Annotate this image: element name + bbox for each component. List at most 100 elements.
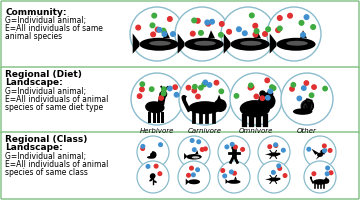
Ellipse shape — [317, 153, 323, 157]
Circle shape — [278, 26, 282, 31]
Circle shape — [304, 136, 336, 168]
Circle shape — [199, 86, 203, 90]
Text: Regional (Class): Regional (Class) — [5, 135, 87, 144]
Circle shape — [167, 17, 172, 21]
Circle shape — [156, 27, 160, 32]
Ellipse shape — [286, 41, 308, 46]
Text: E=All individuals of animal: E=All individuals of animal — [5, 95, 108, 104]
Circle shape — [324, 178, 329, 184]
Circle shape — [149, 87, 154, 91]
Polygon shape — [254, 30, 261, 38]
Polygon shape — [316, 156, 321, 160]
Circle shape — [140, 87, 144, 92]
Text: animal species: animal species — [5, 32, 62, 41]
Polygon shape — [133, 33, 139, 54]
Text: G=Individual animal;: G=Individual animal; — [5, 152, 86, 161]
Circle shape — [270, 85, 274, 89]
Circle shape — [196, 94, 200, 99]
Ellipse shape — [276, 153, 280, 155]
Polygon shape — [184, 153, 188, 160]
Polygon shape — [217, 95, 221, 100]
Circle shape — [154, 164, 158, 168]
Polygon shape — [195, 150, 198, 154]
Circle shape — [223, 174, 226, 178]
Polygon shape — [270, 33, 276, 54]
Circle shape — [162, 32, 167, 36]
Circle shape — [304, 161, 336, 193]
Circle shape — [283, 174, 287, 177]
Circle shape — [276, 28, 280, 32]
Circle shape — [266, 96, 270, 100]
Circle shape — [146, 165, 150, 168]
Circle shape — [202, 82, 206, 87]
Circle shape — [168, 86, 172, 91]
Text: E=All individuals of same: E=All individuals of same — [5, 24, 103, 33]
Text: Community:: Community: — [5, 8, 67, 17]
Text: species of same class: species of same class — [5, 168, 88, 177]
Circle shape — [301, 33, 305, 37]
Circle shape — [234, 94, 239, 98]
Circle shape — [249, 13, 254, 18]
Circle shape — [259, 90, 266, 97]
Circle shape — [248, 85, 253, 90]
Circle shape — [207, 83, 212, 87]
Circle shape — [175, 7, 229, 61]
Circle shape — [309, 93, 314, 97]
Circle shape — [159, 143, 162, 146]
Circle shape — [312, 85, 316, 89]
Circle shape — [307, 147, 311, 151]
Circle shape — [249, 83, 253, 88]
Polygon shape — [234, 176, 237, 180]
Text: Regional (Diet): Regional (Diet) — [5, 70, 82, 79]
Circle shape — [178, 161, 210, 193]
Circle shape — [254, 29, 259, 33]
Circle shape — [162, 87, 166, 91]
Text: Landscape:: Landscape: — [5, 143, 63, 152]
Circle shape — [160, 90, 167, 98]
Circle shape — [174, 93, 179, 97]
Circle shape — [186, 85, 191, 90]
Circle shape — [323, 144, 326, 148]
Circle shape — [304, 81, 309, 85]
Circle shape — [263, 32, 267, 36]
Circle shape — [267, 90, 273, 97]
Ellipse shape — [293, 108, 312, 115]
Circle shape — [271, 86, 276, 90]
Circle shape — [260, 96, 265, 100]
Circle shape — [253, 23, 257, 28]
Ellipse shape — [186, 154, 202, 160]
Text: Other: Other — [297, 128, 317, 134]
Circle shape — [214, 80, 219, 85]
Circle shape — [299, 21, 304, 25]
Ellipse shape — [313, 179, 327, 185]
Text: G=Individual animal;: G=Individual animal; — [5, 87, 86, 96]
Circle shape — [171, 32, 175, 36]
Circle shape — [138, 94, 142, 98]
Circle shape — [323, 86, 327, 91]
Circle shape — [329, 171, 333, 175]
Polygon shape — [225, 179, 229, 184]
Circle shape — [137, 136, 169, 168]
Circle shape — [179, 73, 231, 125]
Circle shape — [161, 91, 166, 96]
Polygon shape — [178, 33, 184, 54]
Circle shape — [265, 78, 269, 83]
Text: Herbivore: Herbivore — [140, 128, 174, 134]
Circle shape — [130, 7, 184, 61]
Circle shape — [201, 148, 204, 151]
Circle shape — [218, 136, 250, 168]
Circle shape — [281, 73, 333, 125]
Circle shape — [237, 27, 241, 32]
Text: E=All individuals of animal: E=All individuals of animal — [5, 160, 108, 169]
Circle shape — [227, 29, 231, 34]
Polygon shape — [300, 30, 307, 38]
Circle shape — [206, 21, 210, 26]
Circle shape — [282, 148, 285, 152]
Circle shape — [203, 80, 207, 85]
Circle shape — [196, 168, 199, 172]
Polygon shape — [163, 30, 170, 38]
Ellipse shape — [184, 38, 224, 51]
Circle shape — [249, 85, 254, 89]
Circle shape — [218, 161, 250, 193]
Circle shape — [258, 161, 290, 193]
